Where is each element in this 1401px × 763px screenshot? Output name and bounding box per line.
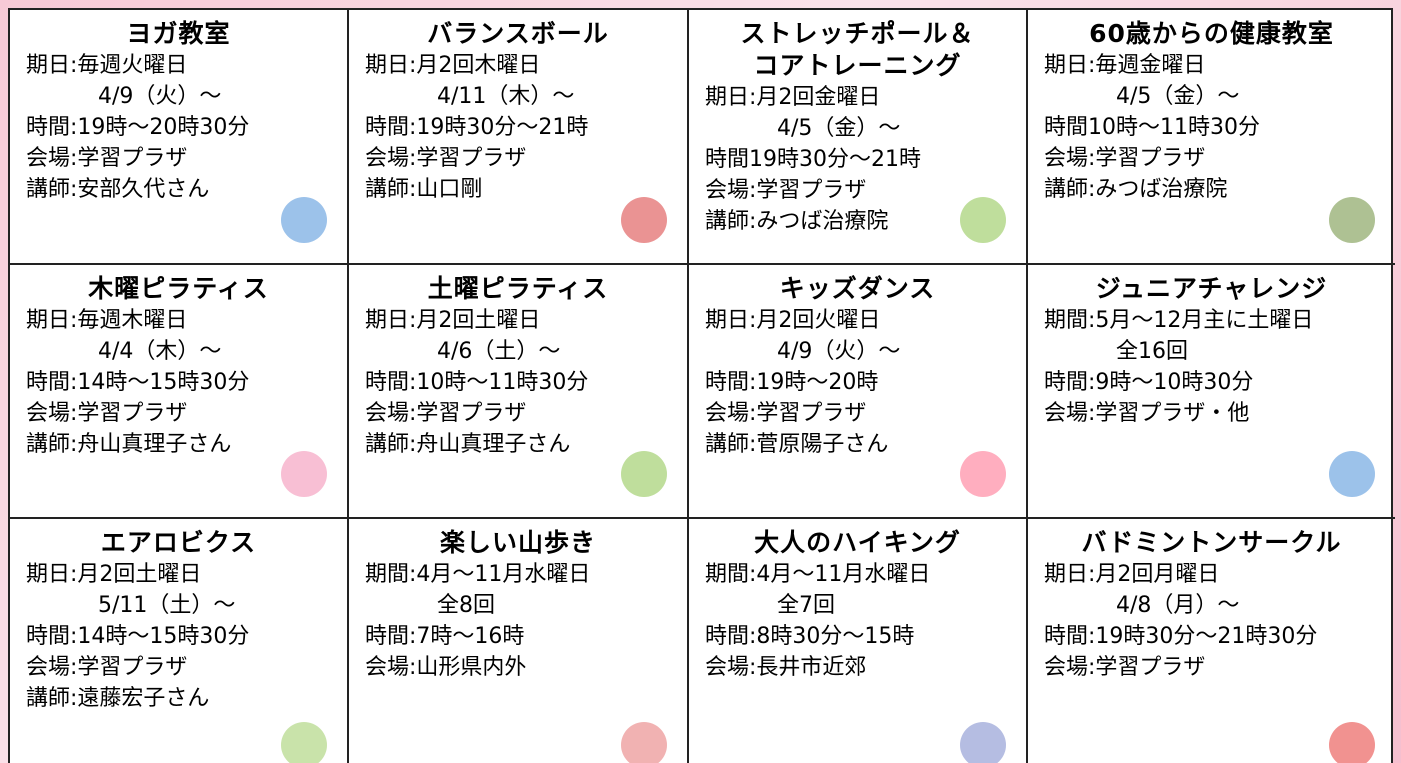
class-detail-cont: 4/9（火）～ <box>98 84 222 109</box>
class-detail-cont: 4/8（月）～ <box>1116 593 1240 618</box>
class-detail-cont: 4/11（木）～ <box>437 84 575 109</box>
class-detail-cont: 全8回 <box>437 593 495 618</box>
class-detail: 期間:4月～11月水曜日 <box>365 562 591 587</box>
class-detail: 講師:遠藤宏子さん <box>26 686 210 711</box>
class-detail: 期日:毎週金曜日 <box>1044 53 1206 78</box>
class-detail: 時間:19時～20時30分 <box>26 115 250 140</box>
class-detail: 期日:月2回火曜日 <box>705 308 881 333</box>
class-detail: 時間:9時～10時30分 <box>1044 370 1254 395</box>
class-detail: 会場:学習プラザ <box>705 178 867 203</box>
class-title: 楽しい山歩き <box>439 528 596 557</box>
class-detail: 時間:7時～16時 <box>365 624 525 649</box>
illustration <box>960 451 1006 497</box>
class-detail: 会場:長井市近郊 <box>705 655 867 680</box>
class-detail: 期日:月2回月曜日 <box>1044 562 1220 587</box>
class-detail: 期日:月2回木曜日 <box>365 53 541 78</box>
class-detail-cont: 4/9（火）～ <box>777 339 901 364</box>
class-cell: ストレッチポール＆ コアトレーニング期日:月2回金曜日 4/5（金）～ 時間19時30… <box>689 10 1028 265</box>
illustration <box>1329 451 1375 497</box>
class-cell: キッズダンス期日:月2回火曜日 4/9（火）～ 時間:19時～20時 会場:学習プラザ… <box>689 265 1028 519</box>
class-detail: 時間:19時30分～21時 <box>365 115 589 140</box>
class-detail: 時間:8時30分～15時 <box>705 624 915 649</box>
class-cell: 大人のハイキング期間:4月～11月水曜日全7回時間:8時30分～15時 会場:長井… <box>689 519 1028 763</box>
class-detail: 講師:山口剛 <box>365 177 483 202</box>
class-title: コアトレーニング <box>753 51 962 80</box>
class-detail: 期日:月2回金曜日 <box>705 85 881 110</box>
class-detail: 期日:毎週木曜日 <box>26 308 188 333</box>
class-title: エアロビクス <box>100 528 257 557</box>
illustration <box>281 197 327 243</box>
class-title: 木曜ピラティス <box>88 274 269 303</box>
class-cell: バドミントンサークル期日:月2回月曜日 4/8（月）～ 時間:19時30分～21時3… <box>1028 519 1395 763</box>
illustration <box>281 451 327 497</box>
schedule-grid: ヨガ教室 期日:毎週火曜日 4/9（火）～ 時間:19時～20時30分 会場:学習プラザ… <box>8 8 1395 763</box>
class-detail-cont: 全16回 <box>1116 339 1188 364</box>
class-detail: 会場:学習プラザ・他 <box>1044 401 1250 426</box>
illustration <box>960 722 1006 763</box>
class-detail: 講師:舟山真理子さん <box>26 432 232 457</box>
illustration <box>621 722 667 763</box>
class-detail: 時間:14時～15時30分 <box>26 370 250 395</box>
class-detail: 時間19時30分～21時 <box>705 147 921 172</box>
class-cell: 土曜ピラティス期日:月2回土曜日 4/6（土）～ 時間:10時～11時30分 会場:学… <box>349 265 689 519</box>
class-detail-cont: 4/4（木）～ <box>98 339 222 364</box>
class-detail: 会場:学習プラザ <box>365 146 527 171</box>
class-detail: 講師:舟山真理子さん <box>365 432 571 457</box>
class-title: ジュニアチャレンジ <box>1095 274 1328 303</box>
illustration <box>281 722 327 763</box>
class-detail: 会場:学習プラザ <box>26 146 188 171</box>
class-detail-cont: 4/5（金）～ <box>1116 84 1240 109</box>
class-detail: 講師:菅原陽子さん <box>705 432 889 457</box>
class-detail: 時間:19時～20時 <box>705 370 879 395</box>
class-detail-cont: 4/5（金）～ <box>777 116 901 141</box>
class-detail: 期間:5月～12月主に土曜日 <box>1044 308 1314 333</box>
class-title: キッズダンス <box>779 274 936 303</box>
class-title: バランスボール <box>427 19 609 48</box>
illustration <box>1329 722 1375 763</box>
class-detail: 期日:毎週火曜日 <box>26 53 188 78</box>
class-detail: 会場:山形県内外 <box>365 655 527 680</box>
class-detail: 時間10時～11時30分 <box>1044 115 1260 140</box>
illustration <box>1329 197 1375 243</box>
class-detail: 会場:学習プラザ <box>1044 146 1206 171</box>
class-detail: 期日:月2回土曜日 <box>26 562 202 587</box>
class-detail: 時間:14時～15時30分 <box>26 624 250 649</box>
class-detail: 講師:安部久代さん <box>26 177 210 202</box>
class-detail: 会場:学習プラザ <box>705 401 867 426</box>
class-cell: エアロビクス期日:月2回土曜日 5/11（土）～ 時間:14時～15時30分 会場:学… <box>10 519 349 763</box>
illustration <box>960 197 1006 243</box>
class-cell: ヨガ教室期日:毎週火曜日 4/9（火）～ 時間:19時～20時30分 会場:学習プラザ… <box>10 10 349 265</box>
class-title: 大人のハイキング <box>754 528 961 557</box>
class-cell: バランスボール期日:月2回木曜日 4/11（木）～ 時間:19時30分～21時 会場:… <box>349 10 689 265</box>
illustration <box>621 451 667 497</box>
class-cell: 木曜ピラティス期日:毎週木曜日 4/4（木）～ 時間:14時～15時30分 会場:学習… <box>10 265 349 519</box>
class-cell: 60歳からの健康教室期日:毎週金曜日 4/5（金）～ 時間10時～11時30分 会場:… <box>1028 10 1395 265</box>
class-detail: 会場:学習プラザ <box>26 655 188 680</box>
class-detail: 時間:10時～11時30分 <box>365 370 589 395</box>
class-detail-cont: 5/11（土）～ <box>98 593 236 618</box>
class-detail: 時間:19時30分～21時30分 <box>1044 624 1318 649</box>
class-detail: 期日:月2回土曜日 <box>365 308 541 333</box>
class-title: ストレッチポール＆ <box>740 19 975 48</box>
class-cell: ジュニアチャレンジ期間:5月～12月主に土曜日全16回時間:9時～10時30分会… <box>1028 265 1395 519</box>
class-detail: 会場:学習プラザ <box>365 401 527 426</box>
class-detail: 講師:みつば治療院 <box>1044 177 1228 202</box>
class-title: 土曜ピラティス <box>427 274 609 303</box>
class-detail: 講師:みつば治療院 <box>705 209 889 234</box>
class-title: ヨガ教室 <box>126 19 231 48</box>
class-detail: 会場:学習プラザ <box>26 401 188 426</box>
illustration <box>621 197 667 243</box>
class-cell: 楽しい山歩き期間:4月～11月水曜日全8回時間:7時～16時 会場:山形県内外 <box>349 519 689 763</box>
class-title: バドミントンサークル <box>1081 528 1342 557</box>
class-detail: 会場:学習プラザ <box>1044 655 1206 680</box>
class-detail-cont: 全7回 <box>777 593 835 618</box>
class-detail: 期間:4月～11月水曜日 <box>705 562 931 587</box>
class-title: 60歳からの健康教室 <box>1089 19 1334 48</box>
class-detail-cont: 4/6（土）～ <box>437 339 561 364</box>
